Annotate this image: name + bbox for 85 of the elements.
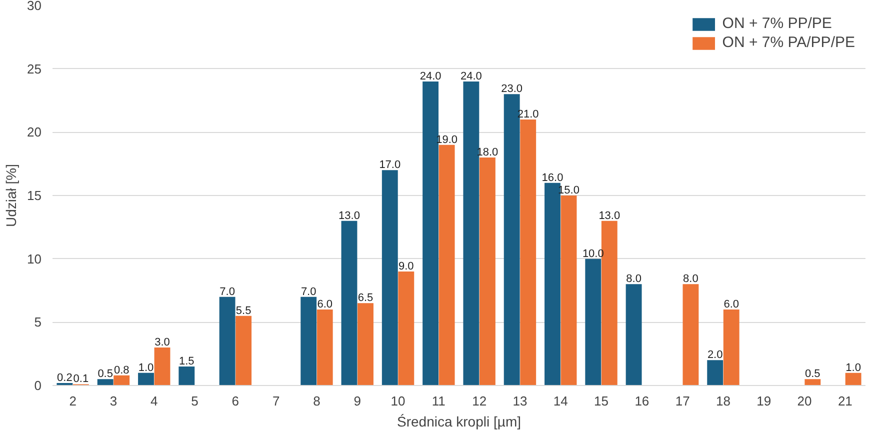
data-label: 8.0 <box>683 273 698 286</box>
x-tick-label: 13 <box>512 394 528 408</box>
x-tick-label: 2 <box>69 394 76 408</box>
data-label: 5.5 <box>236 304 252 317</box>
bar <box>560 196 577 386</box>
data-label: 0.2 <box>57 372 72 384</box>
x-tick-label: 6 <box>232 394 240 408</box>
y-tick-label: 30 <box>27 0 42 13</box>
bar <box>154 348 170 386</box>
data-label: 17.0 <box>379 159 401 172</box>
data-label: 13.0 <box>338 210 360 222</box>
y-tick-label: 15 <box>27 188 42 203</box>
data-label: 1.0 <box>138 362 154 374</box>
x-tick-label: 18 <box>716 394 730 408</box>
x-tick-label: 17 <box>675 394 690 408</box>
data-label: 1.0 <box>846 362 861 374</box>
data-label: 6.0 <box>317 298 333 310</box>
data-label: 24.0 <box>420 70 442 82</box>
bar <box>422 82 439 386</box>
bar <box>626 284 642 386</box>
data-label: 3.0 <box>154 336 170 348</box>
y-axis-title: Udział [%] <box>3 164 20 228</box>
data-label: 7.0 <box>220 286 235 298</box>
bar <box>178 366 195 386</box>
bar <box>300 296 317 386</box>
data-label: 0.5 <box>805 368 820 380</box>
x-tick-label: 15 <box>594 394 609 408</box>
bar <box>398 272 414 386</box>
x-tick-label: 8 <box>313 394 320 408</box>
bar <box>316 310 333 386</box>
bar <box>707 360 724 386</box>
bar <box>219 296 236 386</box>
data-label: 23.0 <box>501 83 523 96</box>
data-label: 13.0 <box>598 210 620 222</box>
x-tick-label: 11 <box>432 394 446 408</box>
y-tick-label: 0 <box>34 378 42 393</box>
data-label: 24.0 <box>460 70 482 82</box>
x-tick-label: 4 <box>150 394 158 408</box>
bar <box>504 94 520 386</box>
x-tick-label: 9 <box>354 394 361 408</box>
bar <box>97 379 114 386</box>
bar <box>138 372 154 386</box>
legend-label: ON + 7% PP/PE <box>722 15 832 32</box>
bar <box>341 220 358 386</box>
data-label: 6.5 <box>358 292 374 304</box>
y-tick-label: 10 <box>27 251 42 266</box>
bar <box>438 144 455 386</box>
x-tick-label: 12 <box>472 394 487 408</box>
data-label: 16.0 <box>542 172 564 184</box>
x-tick-label: 19 <box>756 394 772 408</box>
bar <box>358 303 374 386</box>
bar <box>682 284 699 386</box>
bar <box>520 120 536 386</box>
data-label: 2.0 <box>707 349 723 362</box>
bar <box>723 310 740 386</box>
bar <box>804 379 821 386</box>
x-tick-label: 21 <box>838 394 852 408</box>
data-label: 0.5 <box>98 368 113 380</box>
bar <box>463 82 480 386</box>
bar <box>585 258 602 386</box>
x-tick-label: 14 <box>553 394 568 408</box>
data-label: 1.5 <box>179 356 194 368</box>
data-label: 0.8 <box>114 364 130 376</box>
data-label: 9.0 <box>398 260 414 272</box>
x-axis-title: Średnica kropli [µm] <box>397 414 521 430</box>
data-label: 8.0 <box>626 273 642 286</box>
bar <box>382 170 398 386</box>
y-tick-label: 20 <box>27 124 42 140</box>
bar <box>236 316 252 386</box>
x-tick-label: 20 <box>797 394 812 408</box>
x-tick-label: 10 <box>390 394 406 408</box>
x-tick-label: 16 <box>634 394 650 408</box>
y-tick-label: 5 <box>34 314 42 330</box>
x-tick-label: 3 <box>110 394 118 408</box>
bar <box>114 375 130 386</box>
bar <box>479 158 496 386</box>
data-label: 6.0 <box>724 298 740 310</box>
data-label: 7.0 <box>300 286 316 298</box>
x-tick-label: 7 <box>272 394 280 408</box>
y-tick-label: 25 <box>27 61 42 76</box>
bar <box>544 182 560 386</box>
x-tick-label: 5 <box>191 394 198 408</box>
bar <box>845 372 862 386</box>
legend-label: ON + 7% PA/PP/PE <box>722 34 855 51</box>
data-label: 0.1 <box>73 373 89 386</box>
